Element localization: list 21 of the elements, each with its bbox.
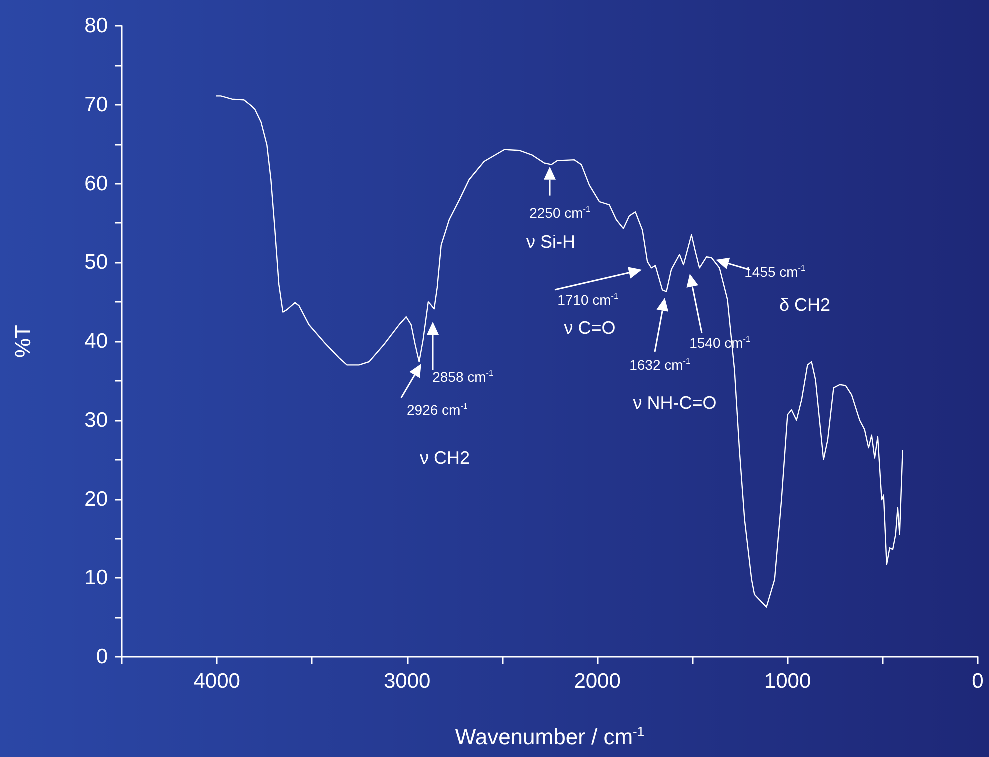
x-tick-label: 0 xyxy=(972,670,984,693)
y-tick-label: 80 xyxy=(84,14,108,38)
x-tick-label: 3000 xyxy=(384,670,431,693)
annotation: ν CH2 xyxy=(420,448,470,468)
x-tick-label: 1000 xyxy=(764,670,812,693)
annotation: ν Si-H xyxy=(526,232,576,252)
y-tick-label: 20 xyxy=(84,488,108,511)
annotation: ν C=O xyxy=(564,318,616,338)
y-tick-label: 50 xyxy=(84,251,108,274)
y-tick-label: 30 xyxy=(84,408,108,432)
y-tick-label: 40 xyxy=(84,330,108,353)
y-tick-label: 60 xyxy=(84,172,108,196)
y-tick-label: 10 xyxy=(84,566,108,590)
y-tick-label: 70 xyxy=(84,93,108,116)
annotation: ν NH-C=O xyxy=(633,393,717,413)
annotation: δ CH2 xyxy=(779,295,831,315)
x-tick-label: 2000 xyxy=(574,670,621,693)
y-tick-label: 0 xyxy=(96,646,108,668)
x-tick-label: 4000 xyxy=(194,670,240,693)
line-series xyxy=(216,96,904,608)
y-axis-title: %T xyxy=(10,325,36,358)
